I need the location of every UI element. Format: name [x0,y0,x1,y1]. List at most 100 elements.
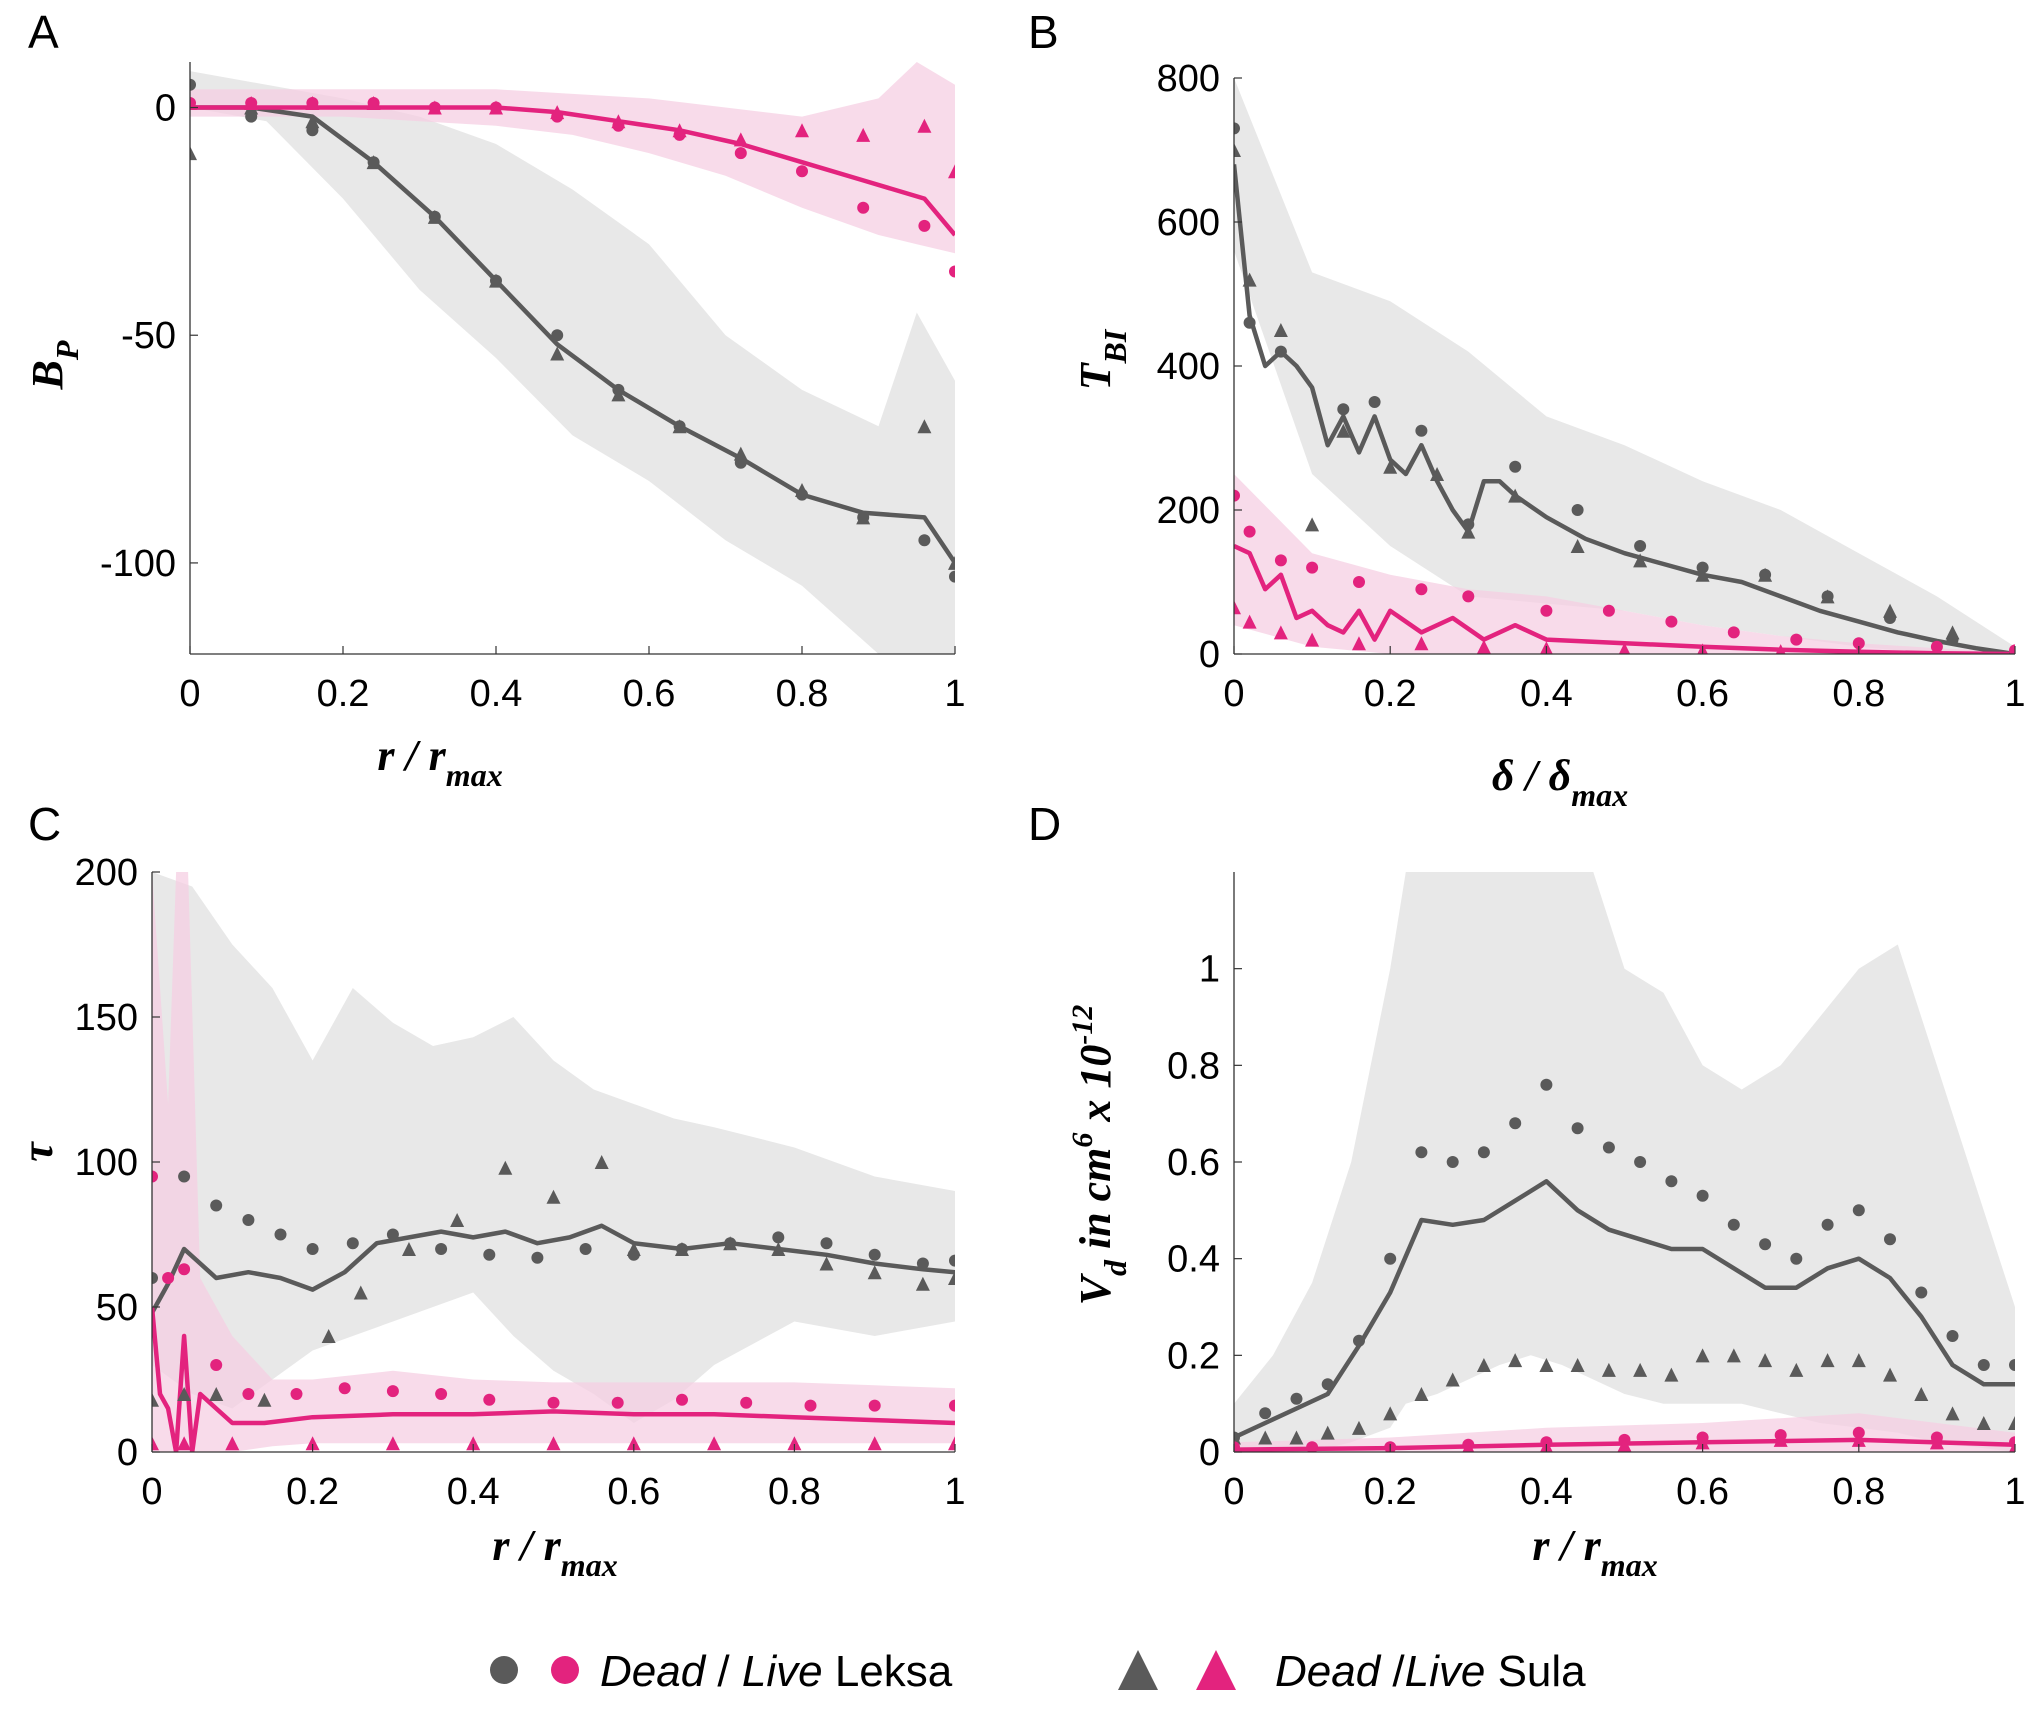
panel-b: B 0 0.2 0.4 0.6 0.8 1 0 200 400 600 800 δ / δmax T… [1028,6,2026,813]
live-leksa-point [949,265,955,278]
y-tick-label: 0.8 [1167,1045,1220,1087]
dead-sula-point [546,1189,561,1204]
dead-leksa-point [1571,1122,1584,1135]
dead-sula-point [1234,1430,1241,1445]
live-sula-point [550,105,565,120]
dead-leksa-point [1884,1233,1896,1246]
dead-leksa-point [949,570,955,583]
live-sula-point [787,1436,802,1451]
dead-leksa-point [483,1248,496,1261]
live-range-band [152,872,955,1452]
legend-label-leksa: Dead / Live Leksa [600,1647,953,1696]
dead-sula-point [626,1242,641,1256]
live-sula-point [1932,645,1942,654]
x-tick-label: 0.4 [1520,1471,1573,1513]
live-sula-point [225,1436,240,1451]
dead-leksa-point [1234,122,1240,135]
dead-sula-point [1273,323,1288,337]
live-leksa-point [1243,525,1256,538]
live-sula-point [1305,632,1320,647]
live-sula-point [2009,1440,2015,1452]
dead-leksa-point [1353,1334,1365,1347]
live-sula-point [366,95,381,110]
dead-sula-point [1320,1425,1335,1440]
y-tick-label: 0.2 [1167,1335,1220,1377]
dead-sula-point [867,1265,882,1280]
dead-leksa-point [242,1214,255,1226]
dead-leksa-point [386,1228,399,1241]
live-sula-point [948,1436,955,1451]
live-leksa-point [242,1388,255,1400]
x-axis-title-c: r / rmax [492,1521,617,1583]
live-mean-line [152,1306,955,1452]
x-tick-label: 0.6 [623,673,676,715]
panel-letter-c: C [28,798,61,850]
y-tick-label: 0 [155,88,176,130]
live-sula-point [2011,647,2015,654]
dead-sula-point [1461,524,1476,539]
y-axis-title-d: Vd in cm6 x 10-12 [1066,1005,1133,1306]
x-tick-label: 0 [141,1471,162,1513]
live-leksa-point [290,1388,303,1400]
live-mean-line [190,105,955,237]
dead-leksa-point [551,329,564,342]
dead-sula-point [1234,143,1241,157]
dead-sula-point [366,155,381,170]
dead-sula-point [819,1256,834,1271]
dead-leksa-point [1259,1407,1272,1420]
dead-leksa-point [1665,1175,1678,1188]
dead-sula-point [550,346,565,361]
dead-leksa-point [918,534,931,547]
y-tick-label: -50 [121,315,176,357]
live-leksa-point [1415,583,1428,596]
live-sula-point [190,95,197,110]
live-sula-point [867,1436,882,1451]
dead-leksa-point [868,1248,881,1261]
dead-sula-point [1305,517,1320,532]
y-tick-label: 150 [75,997,138,1039]
dead-sula-point [177,1387,192,1401]
y-axis-title-c: τ [13,1141,62,1162]
y-tick-label: -100 [100,543,176,585]
dead-leksa-point [1509,460,1522,473]
dead-sula-point [1508,488,1523,503]
dead-leksa-point [1415,424,1428,437]
live-sula-point [305,1436,320,1451]
live-leksa-point [1790,633,1803,646]
plot-area-d: 0 0.2 0.4 0.6 0.8 1 0 0.2 0.4 0.6 0.8 1 [1167,872,2026,1513]
live-sula-point [1618,642,1631,654]
x-tick-label: 0.4 [447,1471,500,1513]
live-leksa-point [611,1396,624,1409]
dead-leksa-point [210,1199,223,1212]
dead-sula-point [1726,1348,1741,1363]
dead-leksa-point [1274,345,1287,358]
dead-leksa-point [1696,1189,1709,1202]
dead-leksa-point [435,1243,448,1255]
dead-leksa-point [1290,1392,1303,1405]
x-tick-label: 0.4 [470,673,523,715]
dead-sula-point [1695,567,1710,582]
live-leksa-point [1665,615,1678,628]
live-leksa-point [676,1393,688,1406]
dead-leksa-point [1415,1146,1428,1159]
dead-sula-point [1789,1362,1804,1377]
legend-label-sula: Dead /Live Sula [1275,1647,1586,1696]
y-tick-label: 0 [1199,1432,1220,1474]
live-leksa-point [1852,1426,1865,1439]
dead-sula-point [1633,1362,1648,1377]
live-sula-point [1234,600,1241,615]
live-leksa-point [1852,637,1865,650]
panel-c: C 0 0.2 0.4 0.6 0.8 1 0 50 100 150 200 r / rmax τ [13,798,966,1583]
live-sula-point [1695,1435,1710,1450]
plot-area-c: 0 0.2 0.4 0.6 0.8 1 0 50 100 150 200 [75,852,966,1513]
dead-sula-point [1758,1353,1773,1368]
live-leksa-point [162,1272,175,1284]
dead-sula-point [1539,1358,1554,1372]
live-sula-point [733,132,748,147]
dead-sula-point [1758,567,1773,582]
plot-area-a: 0 0.2 0.4 0.6 0.8 1 0 -50 -100 [100,62,966,715]
live-sula-point [489,100,503,115]
dead-sula-point [1570,539,1585,553]
